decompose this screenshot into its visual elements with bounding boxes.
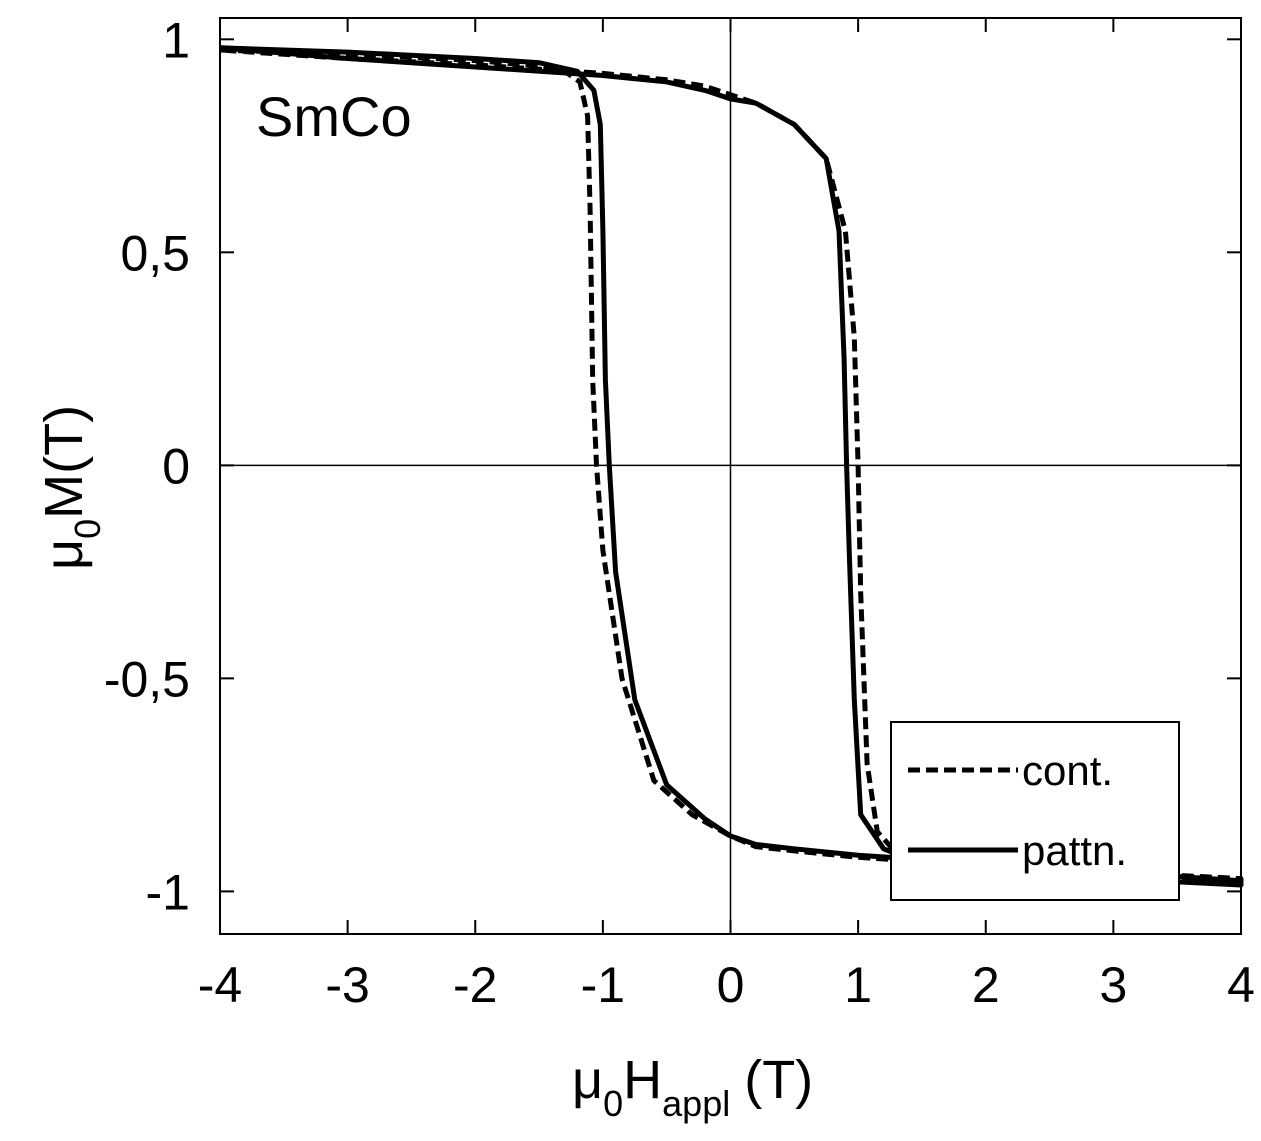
y-axis-title-sub0: 0	[67, 519, 108, 539]
legend: cont. pattn.	[890, 721, 1180, 901]
series-group	[219, 45, 1244, 888]
x-axis-title: μ0Happl (T)	[572, 1050, 813, 1124]
legend-box	[890, 721, 1180, 901]
x-tick-label: 4	[1227, 957, 1255, 1013]
x-tick-label: -3	[325, 957, 369, 1013]
plot-area	[219, 17, 1244, 935]
x-axis-title-subappl: appl	[662, 1083, 730, 1124]
x-tick-label: 1	[844, 957, 872, 1013]
y-tick-label: -0,5	[104, 651, 190, 707]
x-tick-label: 2	[972, 957, 1000, 1013]
x-tick-label: 0	[717, 957, 745, 1013]
y-tick-label: -1	[146, 864, 190, 920]
x-tick-label: -2	[453, 957, 497, 1013]
legend-label-pattn: pattn.	[1022, 827, 1127, 874]
x-axis-title-mu: μ	[572, 1050, 603, 1110]
chart-annotation: SmCo	[256, 85, 412, 148]
legend-label-cont: cont.	[1022, 747, 1113, 794]
y-axis-title: μ0M(T)	[34, 405, 108, 570]
y-axis-title-mu: μ	[34, 539, 94, 570]
x-axis-title-h: H	[623, 1050, 662, 1110]
x-tick-label: -4	[198, 957, 242, 1013]
series-pattn	[219, 45, 1244, 888]
y-tick-label: 0,5	[120, 225, 190, 281]
tick-labels: -4 -3 -2 -1 0 1 2 3 4 -1 -0,5 0 0,5 1	[104, 12, 1255, 1013]
x-tick-label: -1	[581, 957, 625, 1013]
x-axis-title-sub0: 0	[603, 1083, 623, 1124]
y-tick-label: 0	[162, 438, 190, 494]
axis-ticks	[219, 18, 1242, 934]
y-axis-title-m: M(T)	[34, 405, 94, 519]
x-axis-title-unit: (T)	[744, 1050, 813, 1110]
y-tick-label: 1	[162, 12, 190, 68]
x-tick-label: 3	[1099, 957, 1127, 1013]
